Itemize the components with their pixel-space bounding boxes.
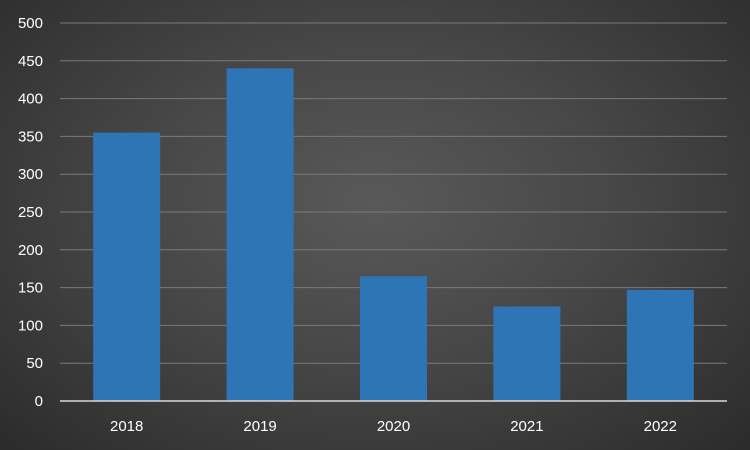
x-tick-label: 2019 — [243, 418, 276, 435]
x-tick-label: 2021 — [510, 418, 543, 435]
x-tick-label: 2018 — [110, 418, 143, 435]
y-tick-label: 200 — [18, 242, 43, 259]
bar-2019 — [226, 68, 294, 402]
bar-2021 — [493, 306, 561, 401]
y-tick-label: 400 — [18, 91, 43, 108]
y-tick-label: 350 — [18, 128, 43, 145]
x-tick-label: 2022 — [644, 418, 677, 435]
y-tick-label: 300 — [18, 166, 43, 183]
bar-2020 — [360, 276, 427, 401]
bar-2022 — [626, 289, 694, 401]
y-tick-label: 150 — [18, 280, 43, 297]
bars — [93, 68, 694, 402]
y-tick-label: 450 — [18, 53, 43, 70]
x-axis-tick-labels: 2018 2019 2020 2021 2022 — [110, 418, 677, 435]
gridlines — [60, 22, 727, 364]
y-tick-label: 50 — [26, 355, 43, 372]
bar-2018 — [93, 132, 161, 401]
y-tick-label: 100 — [18, 317, 43, 334]
x-tick-label: 2020 — [377, 418, 410, 435]
y-tick-label: 250 — [18, 204, 43, 221]
y-tick-label: 0 — [35, 393, 43, 410]
y-axis-tick-labels: 0 50 100 150 200 250 300 350 400 450 500 — [18, 15, 43, 410]
y-tick-label: 500 — [18, 15, 43, 32]
